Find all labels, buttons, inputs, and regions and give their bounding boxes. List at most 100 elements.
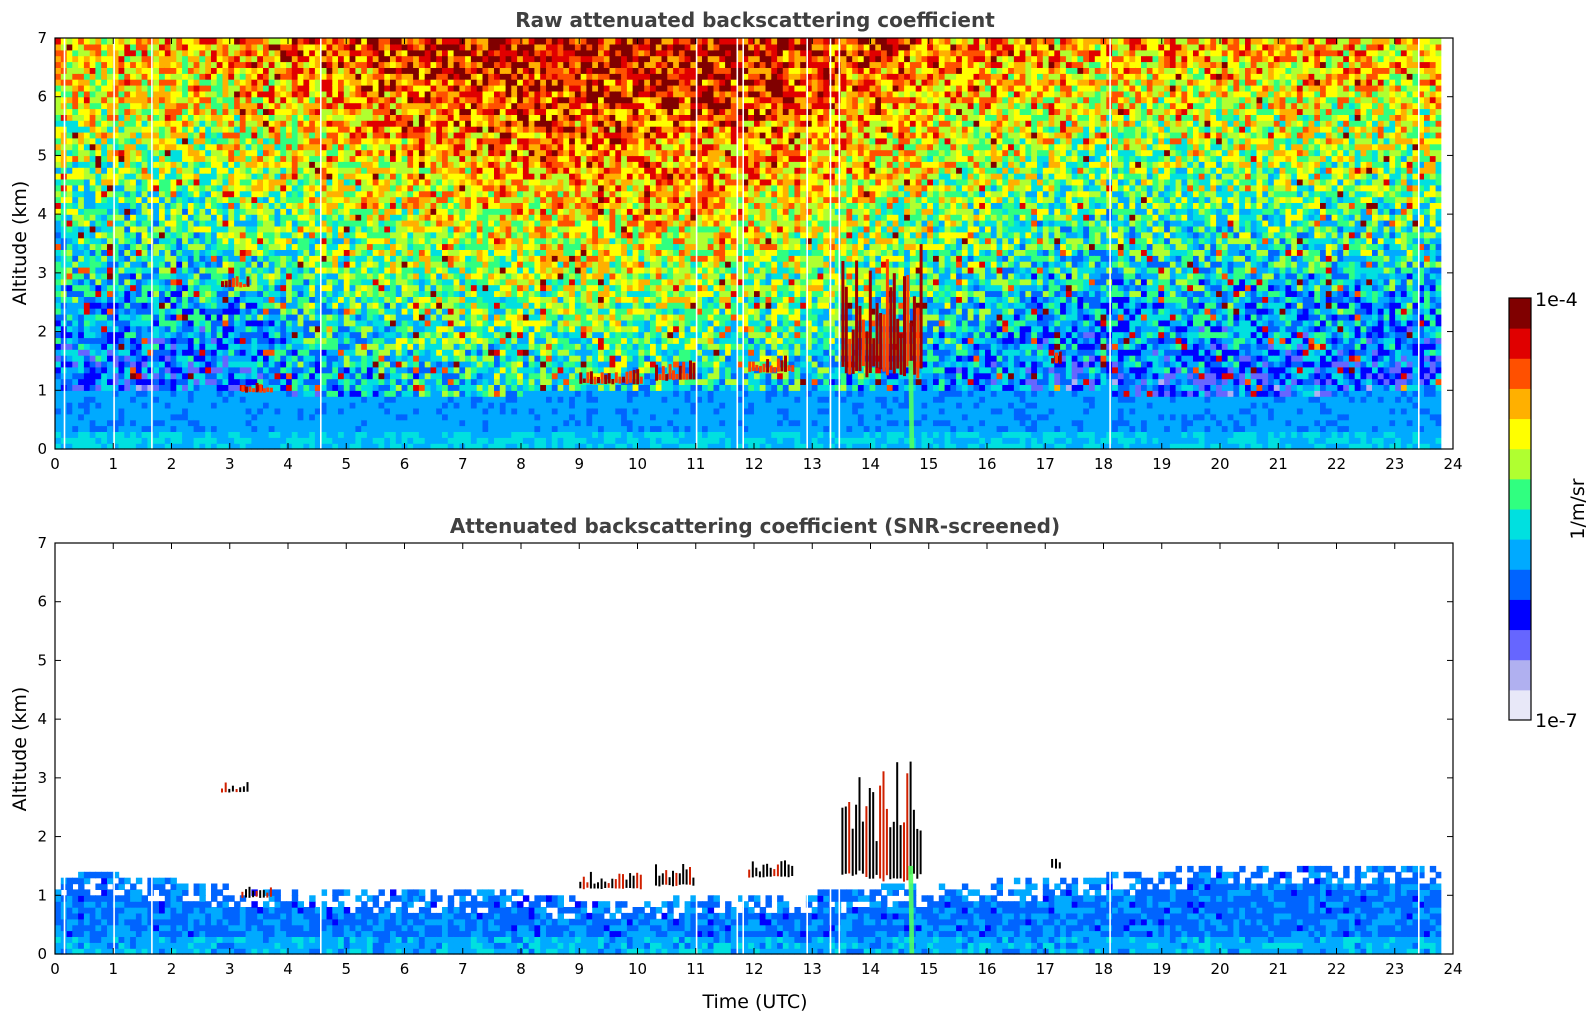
raster-cell — [234, 249, 240, 256]
raster-cell — [402, 414, 408, 421]
raster-cell — [182, 302, 188, 309]
raster-cell — [176, 343, 182, 350]
raster-cell — [72, 343, 78, 350]
raster-cell — [228, 326, 234, 333]
raster-cell — [292, 255, 298, 262]
raster-cell — [448, 132, 454, 139]
raster-cell — [240, 349, 246, 356]
raster-cell — [142, 261, 148, 268]
raster-cell — [402, 214, 408, 221]
raster-cell — [188, 226, 194, 233]
raster-cell — [67, 302, 73, 309]
raster-cell — [454, 103, 460, 110]
raster-cell — [431, 426, 437, 433]
raster-cell — [246, 355, 252, 362]
raster-cell — [55, 437, 61, 444]
raster-cell — [379, 109, 385, 116]
raster-cell — [78, 56, 84, 63]
raster-cell — [407, 431, 413, 438]
raster-cell — [142, 161, 148, 168]
raster-cell — [130, 426, 136, 433]
raster-cell — [182, 296, 188, 303]
raster-cell — [159, 373, 165, 380]
raster-cell — [303, 73, 309, 80]
raster-cell — [228, 85, 234, 92]
raster-cell — [90, 114, 96, 121]
raster-cell — [327, 38, 333, 45]
raster-cell — [344, 379, 350, 386]
raster-cell — [136, 67, 142, 74]
raster-cell — [211, 114, 217, 121]
raster-cell — [78, 120, 84, 127]
raster-cell — [454, 326, 460, 333]
raster-cell — [78, 390, 84, 397]
raster-cell — [419, 361, 425, 368]
raster-cell — [454, 349, 460, 356]
raster-cell — [309, 291, 315, 298]
raster-cell — [72, 349, 78, 356]
raster-cell — [147, 279, 153, 286]
raster-cell — [431, 202, 437, 209]
raster-cell — [257, 244, 263, 251]
raster-cell — [153, 79, 159, 86]
raster-cell — [147, 408, 153, 415]
raster-cell — [292, 279, 298, 286]
raster-cell — [194, 396, 200, 403]
raster-cell — [223, 50, 229, 57]
raster-cell — [286, 155, 292, 162]
raster-cell — [72, 332, 78, 339]
raster-cell — [223, 437, 229, 444]
raster-cell — [153, 38, 159, 45]
raster-cell — [234, 232, 240, 239]
raster-cell — [199, 431, 205, 438]
raster-cell — [350, 379, 356, 386]
raster-cell — [332, 67, 338, 74]
raster-cell — [402, 337, 408, 344]
raster-cell — [205, 167, 211, 174]
raster-cell — [436, 114, 442, 121]
raster-cell — [234, 191, 240, 198]
raster-cell — [454, 173, 460, 180]
raster-cell — [269, 337, 275, 344]
raster-cell — [153, 238, 159, 245]
raster-cell — [257, 320, 263, 327]
raster-cell — [344, 396, 350, 403]
raster-cell — [90, 255, 96, 262]
raster-cell — [119, 44, 125, 51]
raster-cell — [367, 273, 373, 280]
raster-cell — [332, 420, 338, 427]
raster-cell — [419, 132, 425, 139]
raster-cell — [147, 285, 153, 292]
raster-cell — [124, 138, 130, 145]
raster-cell — [269, 191, 275, 198]
raster-cell — [124, 426, 130, 433]
raster-cell — [350, 332, 356, 339]
raster-cell — [298, 373, 304, 380]
raster-cell — [269, 373, 275, 380]
raster-cell — [194, 402, 200, 409]
raster-cell — [223, 103, 229, 110]
raster-cell — [431, 150, 437, 157]
raster-cell — [165, 355, 171, 362]
raster-cell — [142, 285, 148, 292]
raster-cell — [171, 97, 177, 104]
raster-cell — [275, 320, 281, 327]
raster-cell — [269, 114, 275, 121]
raster-cell — [361, 155, 367, 162]
raster-cell — [217, 91, 223, 98]
raster-cell — [257, 126, 263, 133]
raster-cell — [280, 337, 286, 344]
raster-cell — [205, 367, 211, 374]
raster-cell — [55, 285, 61, 292]
raster-cell — [303, 408, 309, 415]
raster-cell — [350, 202, 356, 209]
raster-cell — [413, 402, 419, 409]
raster-cell — [217, 73, 223, 80]
raster-cell — [396, 97, 402, 104]
raster-cell — [84, 208, 90, 215]
raster-cell — [176, 420, 182, 427]
raster-cell — [436, 197, 442, 204]
raster-cell — [419, 308, 425, 315]
raster-cell — [194, 337, 200, 344]
raster-cell — [130, 44, 136, 51]
